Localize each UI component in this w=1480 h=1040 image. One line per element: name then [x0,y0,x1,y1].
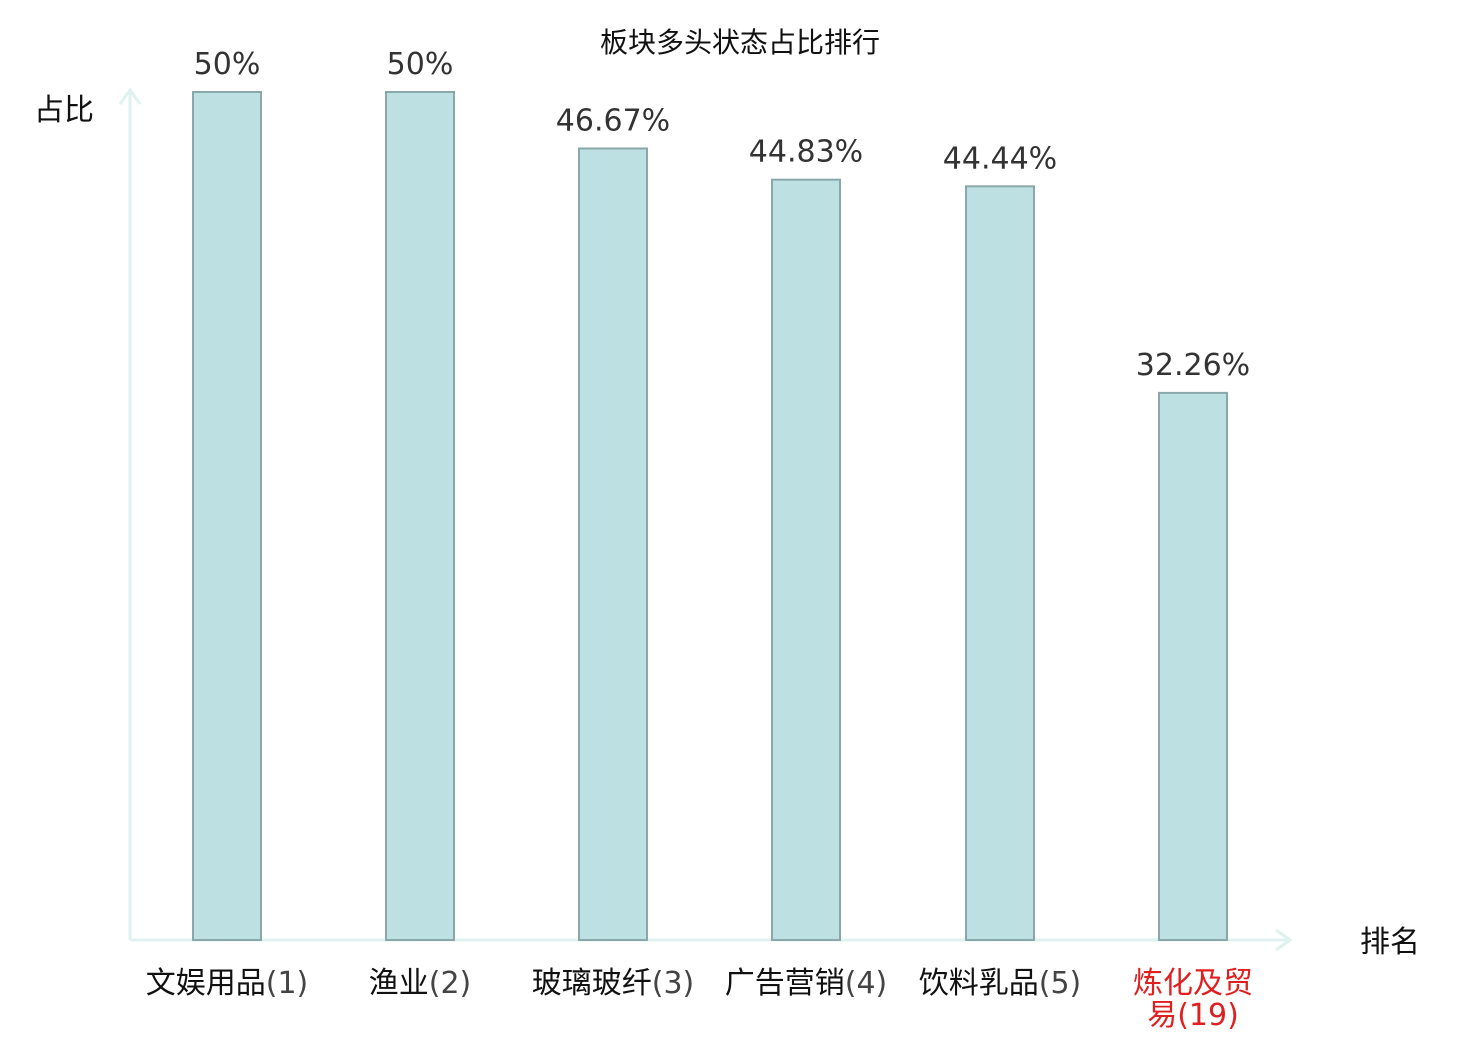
bar-group [192,91,1228,941]
bar-5 [965,185,1035,941]
value-label-2: 50% [387,47,454,82]
value-label-3: 46.67% [556,103,670,138]
value-label-group: 50% 50% 46.67% 44.83% 44.44% 32.26% [194,47,1251,383]
category-label-1: 文娱用品(1) [146,966,309,1001]
x-axis-arrow [1275,928,1293,952]
bar-3 [578,147,648,941]
x-axis-label: 排名 [1360,925,1420,960]
category-label-2: 渔业(2) [369,966,472,1001]
bar-2 [385,91,455,941]
category-label-group: 文娱用品(1) 渔业(2) 玻璃玻纤(3) 广告营销(4) 饮料乳品(5) 炼化及贸易(1… [146,966,1253,1033]
bar-4 [771,178,841,941]
value-label-6: 32.26% [1136,348,1250,383]
chart-title: 板块多头状态占比排行 [600,26,880,59]
y-axis-label: 占比 [34,93,94,128]
category-label-3: 玻璃玻纤(3) [532,966,695,1001]
value-label-1: 50% [194,47,261,82]
value-label-5: 44.44% [943,141,1057,176]
category-label-5: 饮料乳品(5) [919,966,1082,1001]
category-label-4: 广告营销(4) [725,966,888,1001]
bar-6 [1158,391,1228,941]
category-label-6-line1: 炼化及贸 [1133,966,1253,1001]
y-axis-arrow [118,87,142,105]
bar-1 [192,91,262,941]
category-label-6-line2: 易(19) [1147,998,1239,1033]
value-label-4: 44.83% [749,135,863,170]
chart-axes [118,87,1293,952]
